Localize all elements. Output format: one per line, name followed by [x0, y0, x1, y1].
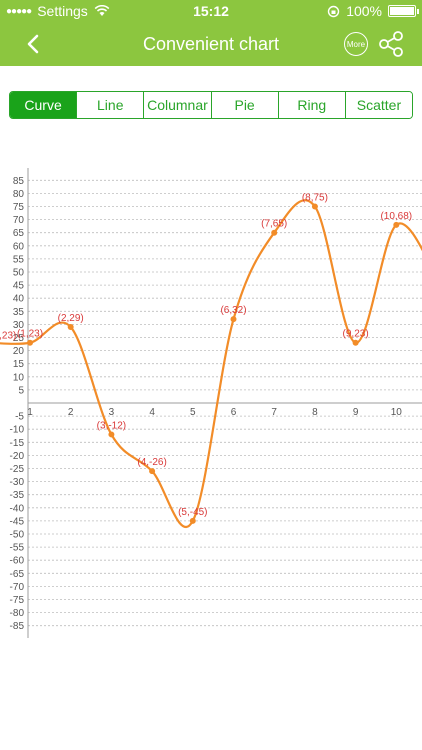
y-tick-label: 75 — [13, 202, 25, 213]
y-tick-label: 60 — [13, 241, 25, 252]
y-tick-label: 35 — [13, 307, 25, 318]
y-tick-label: 20 — [13, 346, 25, 357]
y-tick-label: -75 — [10, 595, 25, 606]
data-point — [67, 324, 74, 331]
y-tick-label: 85 — [13, 176, 25, 187]
x-tick-label: 1 — [27, 407, 33, 418]
back-button[interactable] — [20, 30, 48, 58]
tab-pie[interactable]: Pie — [211, 92, 279, 118]
y-tick-label: -25 — [10, 464, 25, 475]
y-tick-label: -55 — [10, 543, 25, 554]
x-tick-label: 7 — [271, 407, 277, 418]
y-tick-label: -80 — [10, 608, 25, 619]
point-label: (8,75) — [302, 193, 328, 204]
y-tick-label: -65 — [10, 569, 25, 580]
status-time: 15:12 — [193, 3, 229, 19]
point-label: (4,-26) — [137, 457, 166, 468]
chart-type-tabs: Curve Line Columnar Pie Ring Scatter — [9, 91, 413, 119]
data-point — [189, 517, 196, 524]
wifi-icon — [94, 5, 110, 16]
y-tick-label: -40 — [10, 503, 25, 514]
tab-scatter[interactable]: Scatter — [345, 92, 412, 118]
data-point — [393, 221, 400, 228]
battery-icon — [388, 5, 419, 17]
series-curve — [0, 199, 422, 529]
page-title: Convenient chart — [142, 34, 280, 54]
y-tick-label: -20 — [10, 451, 25, 462]
y-tick-label: 70 — [13, 215, 25, 226]
x-tick-label: 4 — [149, 407, 155, 418]
data-point — [27, 339, 33, 346]
y-tick-label: -10 — [10, 425, 25, 436]
point-label: (3,-12) — [97, 420, 126, 431]
y-tick-label: 50 — [13, 268, 25, 279]
tab-line[interactable]: Line — [77, 92, 145, 118]
data-point — [149, 468, 156, 475]
tab-columnar[interactable]: Columnar — [144, 92, 212, 118]
point-label: (2,29) — [58, 313, 84, 324]
y-tick-label: 10 — [13, 372, 25, 383]
y-tick-label: 65 — [13, 228, 25, 239]
data-point — [311, 203, 318, 210]
y-tick-label: 5 — [18, 385, 24, 396]
carrier-label: Settings — [37, 3, 88, 19]
y-tick-label: 15 — [13, 359, 25, 370]
y-tick-label: 25 — [13, 333, 25, 344]
y-tick-label: 55 — [13, 254, 25, 265]
point-label: (1,23) — [17, 329, 43, 340]
y-tick-label: 80 — [13, 189, 25, 200]
data-point — [108, 431, 115, 438]
point-label: (7,65) — [261, 219, 287, 230]
y-tick-label: -85 — [10, 621, 25, 632]
y-tick-label: -5 — [15, 412, 24, 423]
y-tick-label: 40 — [13, 294, 25, 305]
curve-chart: 858075706560555045403530252015105-5-10-1… — [0, 168, 422, 638]
y-tick-label: -70 — [10, 582, 25, 593]
x-tick-label: 2 — [68, 407, 74, 418]
y-tick-label: -60 — [10, 556, 25, 567]
tab-curve[interactable]: Curve — [10, 92, 78, 118]
y-tick-label: 30 — [13, 320, 25, 331]
data-point — [271, 229, 278, 236]
x-tick-label: 8 — [312, 407, 318, 418]
nav-bar: Convenient chart More — [0, 22, 422, 66]
orientation-lock-icon — [327, 5, 340, 17]
x-tick-label: 6 — [231, 407, 237, 418]
point-label: (10,68) — [380, 211, 412, 222]
data-point — [230, 316, 237, 323]
signal-icon: ●●●●● — [6, 5, 32, 17]
point-label: (5,-45) — [178, 507, 207, 518]
y-tick-label: -15 — [10, 438, 25, 449]
more-button[interactable]: More — [344, 32, 368, 56]
point-label: (1,23) — [0, 331, 16, 342]
x-tick-label: 9 — [353, 407, 359, 418]
x-tick-label: 3 — [109, 407, 115, 418]
data-point — [352, 339, 359, 346]
status-bar: ●●●●● Settings 15:12 100% — [0, 0, 422, 22]
x-tick-label: 10 — [391, 407, 403, 418]
x-tick-label: 5 — [190, 407, 196, 418]
tab-ring[interactable]: Ring — [278, 92, 346, 118]
y-tick-label: -30 — [10, 477, 25, 488]
y-tick-label: -45 — [10, 516, 25, 527]
point-label: (6,32) — [220, 305, 246, 316]
share-icon[interactable] — [378, 31, 404, 57]
point-label: (9,23) — [343, 329, 369, 340]
battery-percent: 100% — [346, 3, 382, 19]
y-tick-label: -35 — [10, 490, 25, 501]
y-tick-label: -50 — [10, 530, 25, 541]
y-tick-label: 45 — [13, 281, 25, 292]
